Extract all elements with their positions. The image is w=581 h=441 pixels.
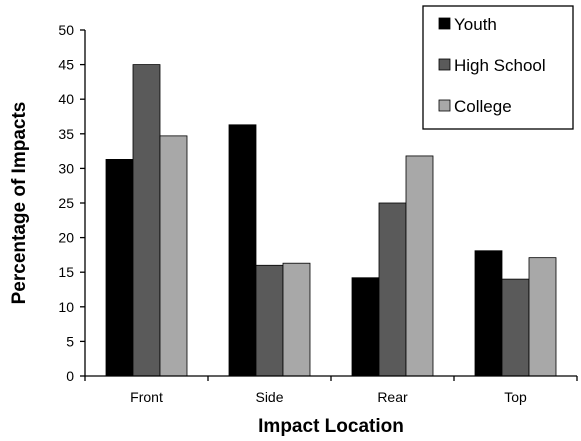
legend-swatch xyxy=(438,17,451,30)
y-tick-label: 30 xyxy=(58,160,74,176)
bar-high-school-top xyxy=(501,278,530,377)
y-tick-label: 15 xyxy=(58,264,74,280)
y-tick-label: 40 xyxy=(58,91,74,107)
bar-youth-front xyxy=(105,159,134,377)
y-tick-label: 5 xyxy=(66,333,74,349)
x-tick-label: Front xyxy=(130,389,163,405)
bar-high-school-rear xyxy=(378,202,407,377)
y-tick-label: 20 xyxy=(58,230,74,246)
bar-college-side xyxy=(282,262,311,377)
bar-college-top xyxy=(528,257,557,377)
bar-high-school-side xyxy=(255,264,284,377)
bars-layer xyxy=(105,64,557,377)
x-axis-title: Impact Location xyxy=(258,416,404,437)
y-tick-label: 50 xyxy=(58,22,74,38)
y-tick-label: 45 xyxy=(58,57,74,73)
y-axis-title: Percentage of Impacts xyxy=(9,102,30,305)
legend-swatch xyxy=(438,99,451,112)
bar-college-rear xyxy=(405,155,434,377)
x-tick-label: Top xyxy=(504,389,527,405)
bar-college-front xyxy=(159,135,188,377)
ticks-layer: 0 5 10 15 20 25 30 35 40 45 50 Front Side Rear Top xyxy=(58,22,578,405)
legend-label: Youth xyxy=(454,15,497,34)
y-tick-label: 35 xyxy=(58,126,74,142)
y-tick-label: 25 xyxy=(58,195,74,211)
y-tick-label: 10 xyxy=(58,299,74,315)
bar-youth-top xyxy=(474,250,503,377)
legend: Youth High School College xyxy=(422,5,574,130)
y-tick-label: 0 xyxy=(66,368,74,384)
legend-label: College xyxy=(454,97,512,116)
x-tick-label: Rear xyxy=(377,389,408,405)
bar-high-school-front xyxy=(132,64,161,377)
bar-youth-rear xyxy=(351,277,380,377)
legend-label: High School xyxy=(454,56,546,75)
legend-swatch xyxy=(438,58,451,71)
bar-youth-side xyxy=(228,124,257,377)
x-tick-label: Side xyxy=(255,389,283,405)
